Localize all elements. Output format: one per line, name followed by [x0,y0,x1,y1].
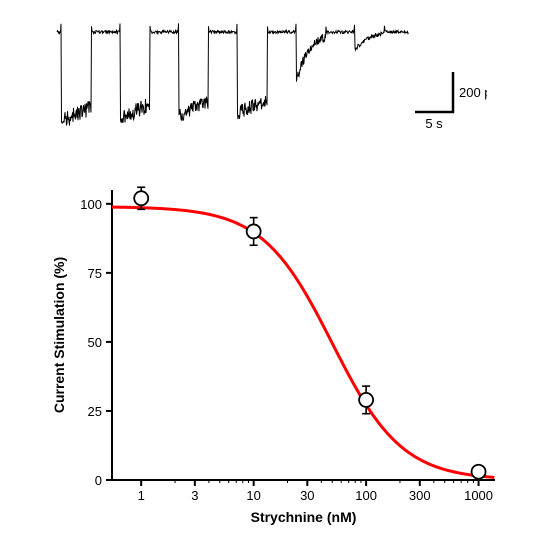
scale-bar-y-label: 200 pA [459,85,487,100]
data-point [472,465,486,479]
y-tick-label: 50 [88,335,102,350]
x-tick-label: 30 [300,488,314,503]
data-point [247,224,261,238]
x-tick-label: 10 [246,488,260,503]
x-tick-label: 100 [355,488,377,503]
y-tick-label: 100 [80,197,102,212]
x-tick-label: 300 [409,488,431,503]
data-point [134,191,148,205]
scale-bar-x-label: 5 s [425,116,443,131]
y-tick-label: 0 [95,473,102,488]
current-trace-panel: 200 pA 5 s [55,12,487,152]
y-tick-label: 25 [88,404,102,419]
current-trace [57,23,409,125]
x-tick-label: 1 [138,488,145,503]
scale-bar [415,72,453,112]
x-axis-label: Strychnine (nM) [251,509,357,525]
y-tick-label: 75 [88,266,102,281]
plot-background [112,190,495,480]
x-tick-label: 3 [191,488,198,503]
data-point [359,393,373,407]
dose-response-chart: 0 25 50 75 100 1 3 10 30 100 300 1000 Strychnine (nM… [40,180,510,540]
y-axis-label: Current Stimulation (%) [51,257,67,413]
x-tick-label: 1000 [464,488,493,503]
